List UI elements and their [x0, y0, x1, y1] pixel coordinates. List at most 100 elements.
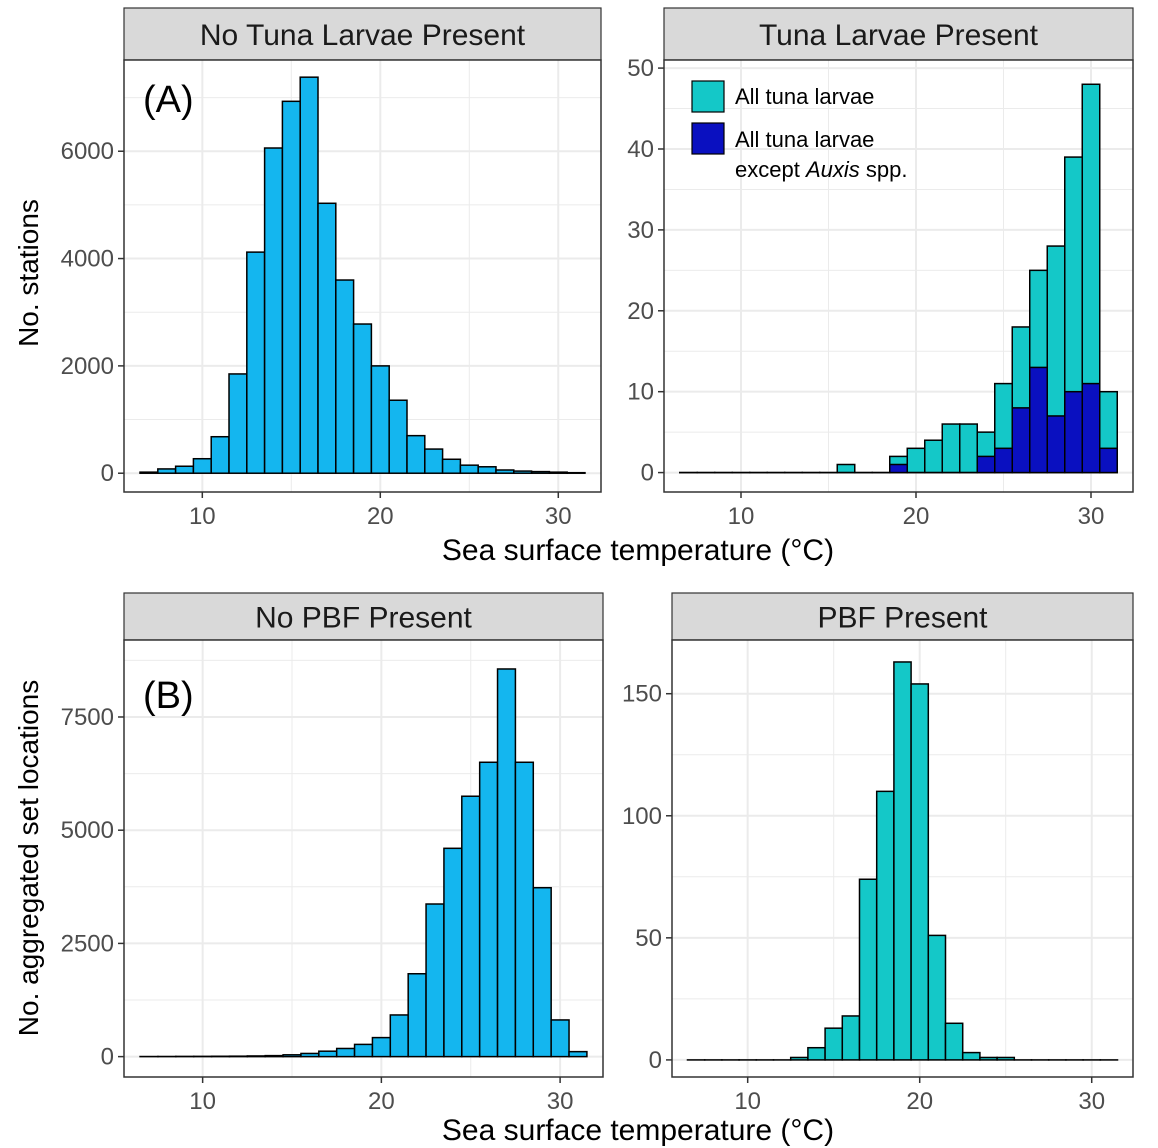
panel-letter-b: (B) [143, 675, 194, 717]
histogram-bar [568, 1050, 588, 1058]
bar-series-2 [679, 366, 1118, 474]
histogram-bar [210, 435, 230, 474]
histogram-bar [441, 458, 462, 474]
y-tick-label: 50 [627, 55, 654, 82]
histogram-bar [1011, 407, 1031, 474]
y-tick-label: 2500 [61, 930, 114, 957]
histogram-bar [299, 76, 319, 474]
legend-label-1: All tuna larvae [735, 84, 874, 109]
histogram-bar [263, 147, 284, 474]
y-tick-label: 30 [627, 217, 654, 244]
facet-title: No PBF Present [255, 602, 472, 635]
legend-key-1 [691, 80, 725, 113]
histogram-bar [944, 1022, 964, 1061]
bar-series-1 [686, 661, 1119, 1061]
facet-strip [123, 592, 604, 641]
y-tick-label: 7500 [61, 704, 114, 731]
histogram-bar [789, 1056, 809, 1061]
x-tick-label: 20 [367, 503, 394, 530]
panel-border [671, 639, 1134, 1078]
y-tick-label: 100 [622, 803, 662, 830]
y-tick-label: 0 [649, 1047, 662, 1074]
bar-series-1 [139, 76, 586, 474]
x-axis-label-b: Sea surface temperature (°C) [442, 1114, 834, 1147]
facet-title: Tuna Larvae Present [759, 19, 1039, 52]
histogram-bar [807, 1046, 826, 1061]
y-axis-label-b: No. aggregated set locations [13, 680, 44, 1036]
panel-border [123, 639, 604, 1078]
histogram-bar [1099, 447, 1118, 474]
histogram-bar [353, 1043, 374, 1058]
legend: All tuna larvae All tuna larvae except Aux… [691, 80, 907, 182]
legend-key-2 [691, 122, 725, 155]
y-tick-label: 5000 [61, 817, 114, 844]
y-tick-label: 20 [627, 298, 654, 325]
facet-strip [123, 7, 602, 61]
y-tick-label: 40 [627, 136, 654, 163]
x-tick-label: 10 [189, 503, 216, 530]
x-tick-label: 20 [368, 1088, 395, 1115]
x-tick-label: 10 [728, 503, 755, 530]
y-tick-label: 10 [627, 379, 654, 406]
y-axis-label-a: No. stations [13, 199, 44, 347]
histogram-bar [1081, 382, 1101, 474]
histogram-bar [875, 790, 895, 1061]
y-tick-label: 6000 [61, 138, 114, 165]
histogram-bar [514, 761, 535, 1058]
histogram-bar [906, 447, 926, 474]
histogram-bar [566, 471, 586, 474]
histogram-bar [910, 683, 930, 1061]
facet-title: PBF Present [817, 602, 988, 635]
histogram-bar [532, 886, 552, 1058]
histogram-bar [352, 323, 373, 474]
y-tick-label: 0 [641, 460, 654, 487]
histogram-bar [496, 668, 517, 1058]
bar-series-1 [139, 668, 588, 1058]
histogram-bar [824, 1027, 844, 1061]
x-tick-label: 10 [734, 1088, 761, 1115]
panel-border [663, 59, 1134, 493]
x-tick-label: 20 [906, 1088, 933, 1115]
facet-title: No Tuna Larvae Present [200, 19, 526, 52]
x-tick-label: 10 [189, 1088, 216, 1115]
histogram-bar [979, 1056, 998, 1061]
histogram-bar [370, 365, 390, 474]
histogram-bar [927, 934, 947, 1061]
histogram-bar [495, 469, 515, 474]
histogram-bar [858, 878, 878, 1061]
y-tick-label: 50 [635, 925, 662, 952]
chart-a_right: Tuna Larvae Present 10 20 30 0 10 20 30 40 50 All … [627, 7, 1134, 530]
histogram-bar [318, 1050, 338, 1058]
histogram-bar [924, 439, 943, 474]
panel-border [123, 59, 602, 493]
histogram-bar [228, 373, 248, 474]
histogram-bar [841, 1015, 861, 1061]
histogram-bar [1029, 366, 1048, 474]
y-tick-label: 0 [101, 1044, 114, 1071]
histogram-bar [282, 1054, 302, 1058]
histogram-bar [459, 464, 479, 474]
x-tick-label: 30 [547, 1088, 574, 1115]
histogram-bar [424, 448, 444, 474]
axis-ticks: 10 20 30 0 2500 5000 7500 [61, 704, 574, 1115]
axis-ticks: 10 20 30 0 50 100 150 [622, 681, 1105, 1115]
chart-b_right: PBF Present 10 20 30 0 50 100 150 [622, 592, 1134, 1115]
histogram-bar [157, 468, 177, 474]
facet-strip [671, 592, 1134, 641]
panel-letter-a: (A) [143, 79, 194, 121]
histogram-bar [836, 463, 856, 474]
histogram-bar [335, 1047, 356, 1058]
histogram-bar [335, 279, 355, 474]
histogram-bar [976, 455, 996, 474]
facet-strip [663, 7, 1134, 61]
x-tick-label: 20 [903, 503, 930, 530]
histogram-bar [388, 399, 408, 474]
histogram-bar [961, 1051, 981, 1061]
histogram-bar [461, 795, 481, 1058]
histogram-bar [317, 202, 337, 474]
histogram-bar [281, 100, 301, 474]
histogram-bar [548, 471, 568, 474]
histogram-bar [1046, 415, 1066, 474]
histogram-bar [513, 470, 533, 474]
